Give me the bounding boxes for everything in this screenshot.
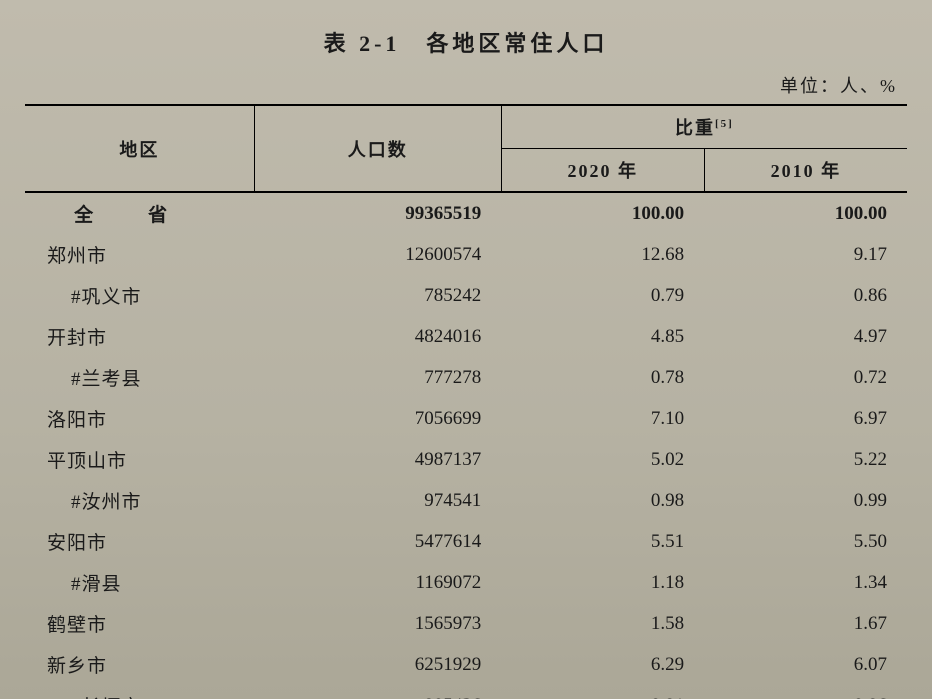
cell-region: #汝州市 <box>25 480 254 521</box>
cell-population: 12600574 <box>254 234 501 275</box>
col-region: 地区 <box>25 105 254 192</box>
table-title: 表 2-1 各地区常住人口 <box>25 26 907 58</box>
cell-region: #兰考县 <box>25 357 254 398</box>
cell-population: 785242 <box>254 275 501 316</box>
cell-share-2010: 5.50 <box>704 521 907 562</box>
cell-share-2010: 0.86 <box>704 685 907 699</box>
table-row: 全 省99365519100.00100.00 <box>25 192 907 234</box>
table-row: 鹤壁市15659731.581.67 <box>25 603 907 644</box>
cell-region: 洛阳市 <box>25 398 254 439</box>
cell-share-2010: 1.34 <box>704 562 907 603</box>
cell-share-2020: 1.18 <box>501 562 704 603</box>
cell-share-2020: 4.85 <box>501 316 704 357</box>
col-share-group: 比重[5] <box>501 105 907 149</box>
cell-share-2010: 4.97 <box>704 316 907 357</box>
cell-population: 5477614 <box>254 521 501 562</box>
table-row: 安阳市54776145.515.50 <box>25 521 907 562</box>
table-row: #兰考县7772780.780.72 <box>25 357 907 398</box>
cell-region: 开封市 <box>25 316 254 357</box>
cell-share-2010: 1.67 <box>704 603 907 644</box>
unit-label: 单位：人、% <box>25 72 897 98</box>
col-share-sup: [5] <box>715 118 734 130</box>
table-row: #滑县11690721.181.34 <box>25 562 907 603</box>
cell-share-2020: 7.10 <box>501 398 704 439</box>
col-share-label: 比重 <box>675 118 715 138</box>
col-year-2020: 2020 年 <box>501 149 704 193</box>
cell-region: #滑县 <box>25 562 254 603</box>
cell-share-2010: 6.97 <box>704 398 907 439</box>
table-row: #长垣市9054360.910.86 <box>25 685 907 699</box>
cell-region: 平顶山市 <box>25 439 254 480</box>
cell-share-2010: 100.00 <box>704 192 907 234</box>
table-header: 地区 人口数 比重[5] 2020 年 2010 年 <box>25 105 907 192</box>
cell-population: 974541 <box>254 480 501 521</box>
cell-share-2020: 1.58 <box>501 603 704 644</box>
cell-region: 鹤壁市 <box>25 603 254 644</box>
table-body: 全 省99365519100.00100.00郑州市1260057412.689… <box>25 192 907 699</box>
cell-share-2020: 5.02 <box>501 439 704 480</box>
cell-region: 全 省 <box>25 192 254 234</box>
cell-share-2010: 0.99 <box>704 480 907 521</box>
table-row: 平顶山市49871375.025.22 <box>25 439 907 480</box>
cell-population: 4987137 <box>254 439 501 480</box>
cell-share-2010: 6.07 <box>704 644 907 685</box>
cell-share-2020: 5.51 <box>501 521 704 562</box>
cell-share-2010: 9.17 <box>704 234 907 275</box>
document-page: 表 2-1 各地区常住人口 单位：人、% 地区 人口数 比重[5] 2020 年… <box>0 0 932 699</box>
cell-population: 1565973 <box>254 603 501 644</box>
cell-population: 905436 <box>254 685 501 699</box>
cell-share-2010: 0.72 <box>704 357 907 398</box>
table-row: 新乡市62519296.296.07 <box>25 644 907 685</box>
table-row: #汝州市9745410.980.99 <box>25 480 907 521</box>
table-row: 郑州市1260057412.689.17 <box>25 234 907 275</box>
cell-share-2010: 0.86 <box>704 275 907 316</box>
cell-share-2020: 100.00 <box>501 192 704 234</box>
cell-share-2010: 5.22 <box>704 439 907 480</box>
cell-population: 1169072 <box>254 562 501 603</box>
col-population: 人口数 <box>254 105 501 192</box>
table-row: 洛阳市70566997.106.97 <box>25 398 907 439</box>
cell-population: 6251929 <box>254 644 501 685</box>
cell-population: 777278 <box>254 357 501 398</box>
cell-population: 99365519 <box>254 192 501 234</box>
cell-region: 安阳市 <box>25 521 254 562</box>
cell-region: #长垣市 <box>25 685 254 699</box>
cell-share-2020: 6.29 <box>501 644 704 685</box>
col-year-2010: 2010 年 <box>704 149 907 193</box>
table-row: 开封市48240164.854.97 <box>25 316 907 357</box>
cell-region: 郑州市 <box>25 234 254 275</box>
cell-share-2020: 0.79 <box>501 275 704 316</box>
table-row: #巩义市7852420.790.86 <box>25 275 907 316</box>
population-table: 地区 人口数 比重[5] 2020 年 2010 年 全 省9936551910… <box>25 104 907 699</box>
cell-share-2020: 12.68 <box>501 234 704 275</box>
cell-region: 新乡市 <box>25 644 254 685</box>
cell-share-2020: 0.78 <box>501 357 704 398</box>
cell-region: #巩义市 <box>25 275 254 316</box>
cell-share-2020: 0.98 <box>501 480 704 521</box>
cell-population: 4824016 <box>254 316 501 357</box>
cell-share-2020: 0.91 <box>501 685 704 699</box>
cell-population: 7056699 <box>254 398 501 439</box>
